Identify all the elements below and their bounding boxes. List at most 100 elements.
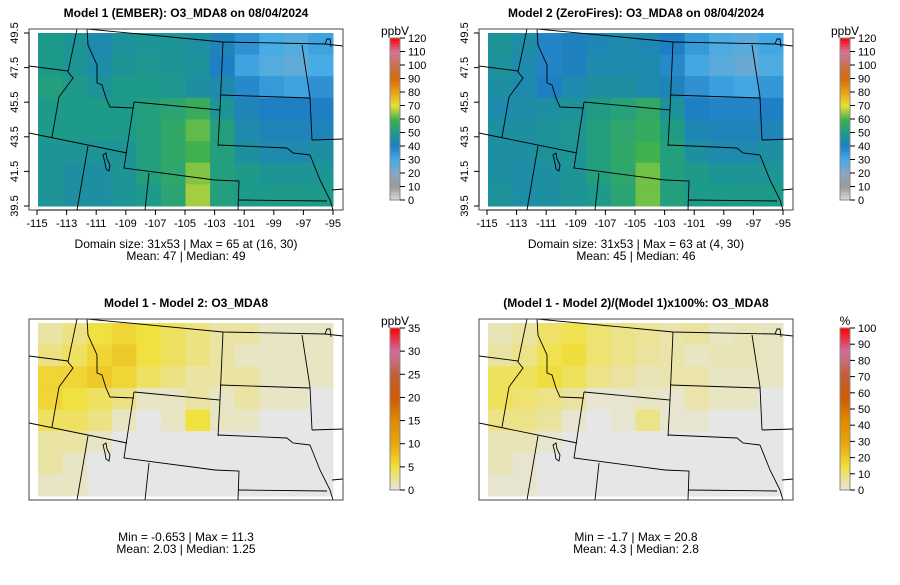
heatmap-cell: [234, 452, 260, 475]
heatmap-cell: [512, 184, 538, 207]
x-tick-label: -97: [295, 218, 311, 230]
heatmap-cell: [185, 76, 211, 99]
colorbar-segment: [390, 108, 400, 112]
colorbar-tick-label: 80: [408, 87, 420, 99]
heatmap-cell: [185, 431, 211, 454]
heatmap-cell: [111, 452, 137, 475]
heatmap-cell: [561, 452, 587, 475]
colorbar-tick-label: 100: [408, 60, 426, 72]
colorbar-segment: [840, 400, 850, 405]
heatmap-cell: [160, 387, 186, 410]
colorbar-segment: [840, 479, 850, 483]
heatmap-cell: [610, 323, 636, 346]
colorbar-segment: [390, 481, 400, 486]
heatmap-cell: [38, 54, 64, 77]
heatmap-cell: [308, 474, 334, 497]
heatmap-cell: [512, 474, 538, 497]
heatmap-cell: [160, 474, 186, 497]
panel-difference: Model 1 - Model 2: O3_MDA8 Min = -0.653 |…: [0, 290, 450, 580]
heatmap-cell: [160, 323, 186, 346]
heatmap-cell: [185, 409, 211, 432]
heatmap-cell: [136, 141, 162, 164]
colorbar-segment: [390, 137, 400, 142]
colorbar-segment: [840, 62, 850, 66]
colorbar-segment: [390, 330, 400, 334]
x-tick-label: -99: [716, 218, 732, 230]
heatmap-cell: [733, 54, 759, 77]
heatmap-cell: [610, 54, 636, 77]
heatmap-cell: [210, 474, 236, 497]
heatmap-cell: [87, 366, 113, 389]
heatmap-cell: [234, 474, 260, 497]
heatmap-cell: [234, 409, 260, 432]
heatmap-cell: [62, 409, 88, 432]
heatmap-cell: [660, 409, 686, 432]
heatmap-cell: [62, 33, 88, 56]
colorbar-segment: [390, 62, 400, 66]
colorbar-segment: [390, 132, 400, 136]
heatmap-cell: [512, 76, 538, 99]
x-tick-label: -109: [115, 218, 137, 230]
colorbar-segment: [840, 127, 850, 131]
heatmap-cell: [136, 366, 162, 389]
colorbar-segment: [840, 476, 850, 480]
heatmap-cell: [684, 119, 710, 142]
heatmap-cell: [38, 366, 64, 389]
heatmap-cell: [488, 76, 514, 99]
heatmap-cell: [635, 162, 661, 185]
heatmap-cell: [610, 119, 636, 142]
heatmap-cell: [610, 452, 636, 475]
colorbar-segment: [840, 51, 850, 55]
x-tick-label: -111: [86, 218, 106, 230]
heatmap-cell: [635, 141, 661, 164]
colorbar-segment: [390, 75, 400, 79]
colorbar-segment: [840, 132, 850, 136]
heatmap-cell: [259, 323, 285, 346]
heatmap-cell: [733, 141, 759, 164]
heatmap-cell: [512, 323, 538, 346]
heatmap-cell: [537, 366, 563, 389]
heatmap-cell: [111, 344, 137, 367]
colorbar-segment: [840, 38, 850, 42]
colorbar-segment: [390, 336, 400, 340]
heatmap-cell: [610, 387, 636, 410]
colorbar-segment: [390, 159, 400, 163]
colorbar-tick-label: 110: [408, 47, 426, 59]
colorbar-segment: [840, 471, 850, 475]
heatmap-cell: [283, 344, 309, 367]
heatmap-cell: [512, 119, 538, 142]
colorbar-segment: [840, 417, 850, 421]
heatmap-cell: [561, 366, 587, 389]
heatmap-cell: [537, 431, 563, 454]
colorbar-segment: [840, 338, 850, 342]
colorbar-segment: [840, 97, 850, 101]
colorbar-segment: [390, 51, 400, 55]
colorbar-segment: [390, 333, 400, 337]
heatmap-cell: [586, 54, 612, 77]
colorbar-segment: [390, 360, 400, 364]
heatmap-cell: [733, 452, 759, 475]
colorbar-tick-label: 20: [408, 168, 420, 180]
colorbar-tick-label: 0: [408, 195, 414, 207]
heatmap-cell: [111, 474, 137, 497]
heatmap-cell: [38, 184, 64, 207]
colorbar-segment: [390, 127, 400, 131]
heatmap-cell: [259, 141, 285, 164]
heatmap-cell: [488, 54, 514, 77]
heatmap-cell: [87, 323, 113, 346]
heatmap-cell: [733, 76, 759, 99]
colorbar-segment: [390, 457, 400, 461]
heatmap-cell: [610, 162, 636, 185]
x-tick-label: -95: [325, 218, 341, 230]
x-tick-label: -113: [506, 218, 527, 230]
colorbar-segment: [390, 471, 400, 475]
colorbar-segment: [840, 468, 850, 472]
colorbar-segment: [390, 371, 400, 375]
heatmap-cell: [283, 474, 309, 497]
colorbar-segment: [840, 46, 850, 50]
heatmap-cell: [512, 344, 538, 367]
colorbar-tick-label: 10: [408, 182, 420, 194]
heatmap-cell: [586, 184, 612, 207]
colorbar-segment: [390, 441, 400, 445]
heatmap-cell: [684, 33, 710, 56]
